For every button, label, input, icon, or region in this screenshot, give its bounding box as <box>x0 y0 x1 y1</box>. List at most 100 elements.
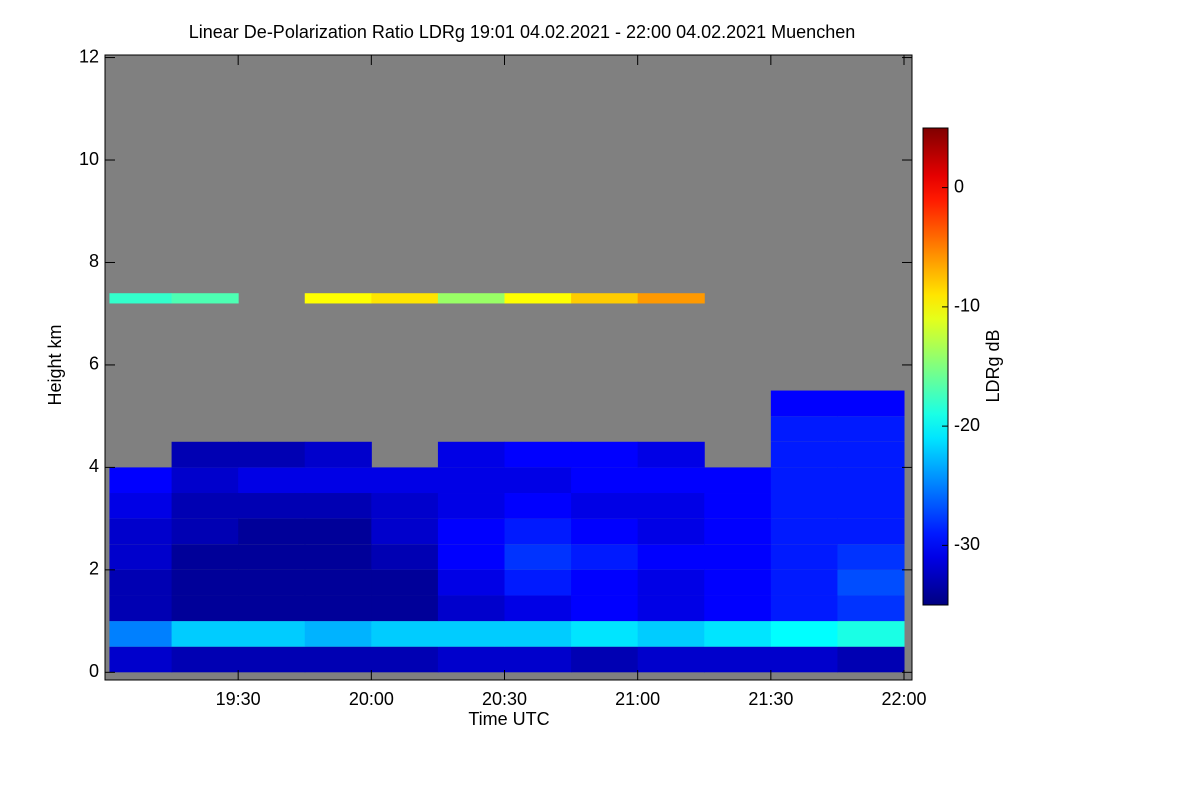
heatmap-cell <box>437 518 506 545</box>
heatmap-cell <box>571 467 639 494</box>
plot-frame <box>104 54 913 681</box>
heatmap-cell <box>437 544 506 570</box>
heatmap-cell <box>504 544 572 570</box>
heatmap-cell <box>837 467 905 494</box>
heatmap-cell <box>637 544 705 570</box>
y-tick-label: 4 <box>89 456 99 476</box>
heatmap-cell <box>437 569 506 596</box>
heatmap-cell <box>304 621 372 647</box>
heatmap-cell <box>171 467 239 494</box>
heatmap-cell <box>304 544 372 570</box>
heatmap-cell <box>371 493 439 519</box>
heatmap-cell <box>504 441 572 468</box>
heatmap-cell <box>571 569 639 596</box>
heatmap-cell <box>504 646 572 673</box>
heatmap-cell <box>238 646 306 673</box>
colorbar-label: LDRg dB <box>983 329 1003 402</box>
heatmap-cell <box>770 441 838 468</box>
heatmap-cell <box>304 293 372 304</box>
x-tick-label: 22:00 <box>881 689 926 709</box>
heatmap-cell <box>238 493 306 519</box>
heatmap-cell <box>571 595 639 622</box>
y-tick-label: 2 <box>89 559 99 579</box>
heatmap-cell <box>304 646 372 673</box>
x-axis-label: Time UTC <box>468 709 549 729</box>
heatmap-cell <box>571 544 639 570</box>
heatmap-cell <box>171 569 239 596</box>
heatmap-cell <box>770 646 838 673</box>
heatmap-cell <box>109 646 173 673</box>
heatmap-cell <box>637 441 705 468</box>
heatmap-cell <box>371 595 439 622</box>
heatmap-cell <box>504 518 572 545</box>
heatmap-cell <box>437 493 506 519</box>
heatmap-cell <box>637 493 705 519</box>
x-tick-label: 20:30 <box>482 689 527 709</box>
heatmap-cell <box>770 621 838 647</box>
y-tick-label: 6 <box>89 354 99 374</box>
x-tick-label: 21:30 <box>748 689 793 709</box>
colorbar-tick-label: -10 <box>954 296 980 316</box>
heatmap-cell <box>770 416 838 442</box>
heatmap-cell <box>304 518 372 545</box>
heatmap-cell <box>109 544 173 570</box>
y-tick-label: 12 <box>79 46 99 66</box>
heatmap-cell <box>304 467 372 494</box>
heatmap-cell <box>238 621 306 647</box>
heatmap-cell <box>437 467 506 494</box>
heatmap-cell <box>837 544 905 570</box>
heatmap-cell <box>704 467 772 494</box>
heatmap-cell <box>770 467 838 494</box>
heatmap-cell <box>171 293 239 304</box>
heatmap-cell <box>770 544 838 570</box>
heatmap-cell <box>171 441 239 468</box>
heatmap-cell <box>504 595 572 622</box>
heatmap-cell <box>704 621 772 647</box>
heatmap-cell <box>371 518 439 545</box>
heatmap-cell <box>371 293 439 304</box>
heatmap-cell <box>504 493 572 519</box>
heatmap-cell <box>109 569 173 596</box>
heatmap-cell <box>704 493 772 519</box>
heatmap-cell <box>171 544 239 570</box>
heatmap-cell <box>238 467 306 494</box>
heatmap-cell <box>504 621 572 647</box>
heatmap-cell <box>704 646 772 673</box>
heatmap-cell <box>704 518 772 545</box>
heatmap-cell <box>837 595 905 622</box>
heatmap-cell <box>437 595 506 622</box>
heatmap-cell <box>637 518 705 545</box>
heatmap-cell <box>238 595 306 622</box>
heatmap-cell <box>171 621 239 647</box>
y-tick-label: 8 <box>89 251 99 271</box>
heatmap-cell <box>371 569 439 596</box>
heatmap-cell <box>504 467 572 494</box>
heatmap-cell <box>437 621 506 647</box>
heatmap-cell <box>504 569 572 596</box>
x-tick-label: 21:00 <box>615 689 660 709</box>
heatmap-cell <box>171 595 239 622</box>
heatmap-cell <box>770 518 838 545</box>
heatmap-cell <box>304 493 372 519</box>
heatmap-cell <box>109 621 173 647</box>
heatmap-cell <box>504 293 572 304</box>
heatmap-cell <box>837 569 905 596</box>
heatmap-cell <box>371 621 439 647</box>
chart-title: Linear De-Polarization Ratio LDRg 19:01 … <box>189 22 855 42</box>
heatmap-cell <box>837 493 905 519</box>
heatmap-cell <box>171 493 239 519</box>
heatmap-cell <box>837 416 905 442</box>
heatmap-cell <box>837 621 905 647</box>
y-tick-label: 0 <box>89 661 99 681</box>
heatmap-cell <box>837 390 905 417</box>
x-tick-label: 20:00 <box>349 689 394 709</box>
heatmap-cell <box>171 518 239 545</box>
colorbar-tick-label: -20 <box>954 415 980 435</box>
heatmap-cell <box>637 467 705 494</box>
heatmap-cell <box>637 569 705 596</box>
heatmap-cell <box>109 595 173 622</box>
heatmap-cell <box>837 646 905 673</box>
heatmap-cell <box>637 595 705 622</box>
heatmap-cell <box>770 390 838 417</box>
